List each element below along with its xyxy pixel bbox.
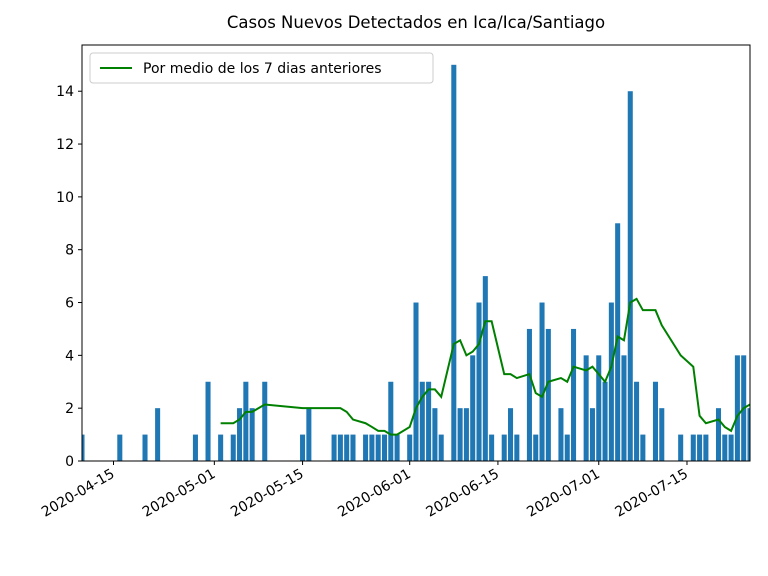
bar [514, 434, 520, 461]
bar [615, 223, 621, 461]
bar [564, 434, 570, 461]
y-tick-label: 10 [56, 190, 74, 206]
bar [218, 434, 224, 461]
bar [300, 434, 306, 461]
bar [243, 381, 249, 461]
bar [526, 328, 532, 461]
bar [457, 408, 463, 461]
bar [482, 276, 488, 461]
bar [715, 408, 722, 461]
bar [652, 381, 658, 461]
bar [426, 381, 432, 461]
plot-area [82, 64, 750, 461]
bar [249, 408, 255, 461]
bar [703, 434, 709, 461]
bar [413, 302, 419, 461]
bar [438, 434, 444, 461]
y-tick-label: 2 [65, 401, 74, 417]
bar [463, 408, 469, 461]
bar [545, 328, 551, 461]
bar [634, 381, 640, 461]
bar [508, 408, 514, 461]
y-tick-label: 8 [65, 243, 74, 259]
bar [407, 434, 413, 461]
bar [476, 302, 482, 461]
bar [142, 434, 148, 461]
bar [734, 355, 740, 461]
bar [82, 434, 85, 461]
bar [394, 434, 400, 461]
bar [571, 328, 577, 461]
bar [381, 434, 388, 461]
bar [533, 434, 539, 461]
bar [117, 434, 123, 461]
chart-title: Casos Nuevos Detectados en Ica/Ica/Santi… [227, 13, 605, 32]
bar [419, 381, 425, 461]
legend-label: Por medio de los 7 dias anteriores [143, 61, 382, 77]
bar [697, 434, 703, 461]
y-tick-label: 0 [65, 454, 74, 470]
bar [363, 434, 369, 461]
line [220, 297, 750, 436]
bar [331, 434, 337, 461]
bar [690, 434, 696, 461]
bar [470, 355, 476, 461]
bar [388, 381, 394, 461]
bar [589, 408, 595, 461]
bar [237, 408, 243, 461]
bar [608, 302, 614, 461]
y-tick-label: 14 [56, 84, 74, 100]
y-tick-label: 12 [56, 137, 74, 153]
bar [375, 434, 381, 461]
bar [728, 434, 734, 461]
bar [337, 434, 343, 461]
bar [621, 355, 627, 461]
legend-box [89, 52, 434, 84]
bar [583, 355, 589, 461]
bar [230, 434, 236, 461]
y-tick-label: 4 [65, 348, 74, 364]
bar [678, 434, 684, 461]
bar [262, 381, 268, 461]
bar [558, 408, 564, 461]
bar [596, 355, 602, 461]
bar [306, 408, 312, 461]
y-tick-label: 6 [65, 296, 74, 312]
bar [659, 408, 665, 461]
bar [722, 434, 728, 461]
bar [350, 434, 356, 461]
bar [640, 434, 646, 461]
bar [602, 381, 608, 461]
bar [192, 434, 198, 461]
bar [369, 434, 375, 461]
bar [747, 408, 750, 461]
bar [539, 302, 545, 461]
bar [627, 91, 633, 461]
bar [344, 434, 350, 461]
bar [501, 434, 507, 461]
bar [451, 64, 457, 461]
axes-frame [81, 44, 751, 462]
bar [205, 381, 211, 461]
bar [432, 408, 438, 461]
bar [489, 434, 495, 461]
bar [155, 408, 161, 461]
